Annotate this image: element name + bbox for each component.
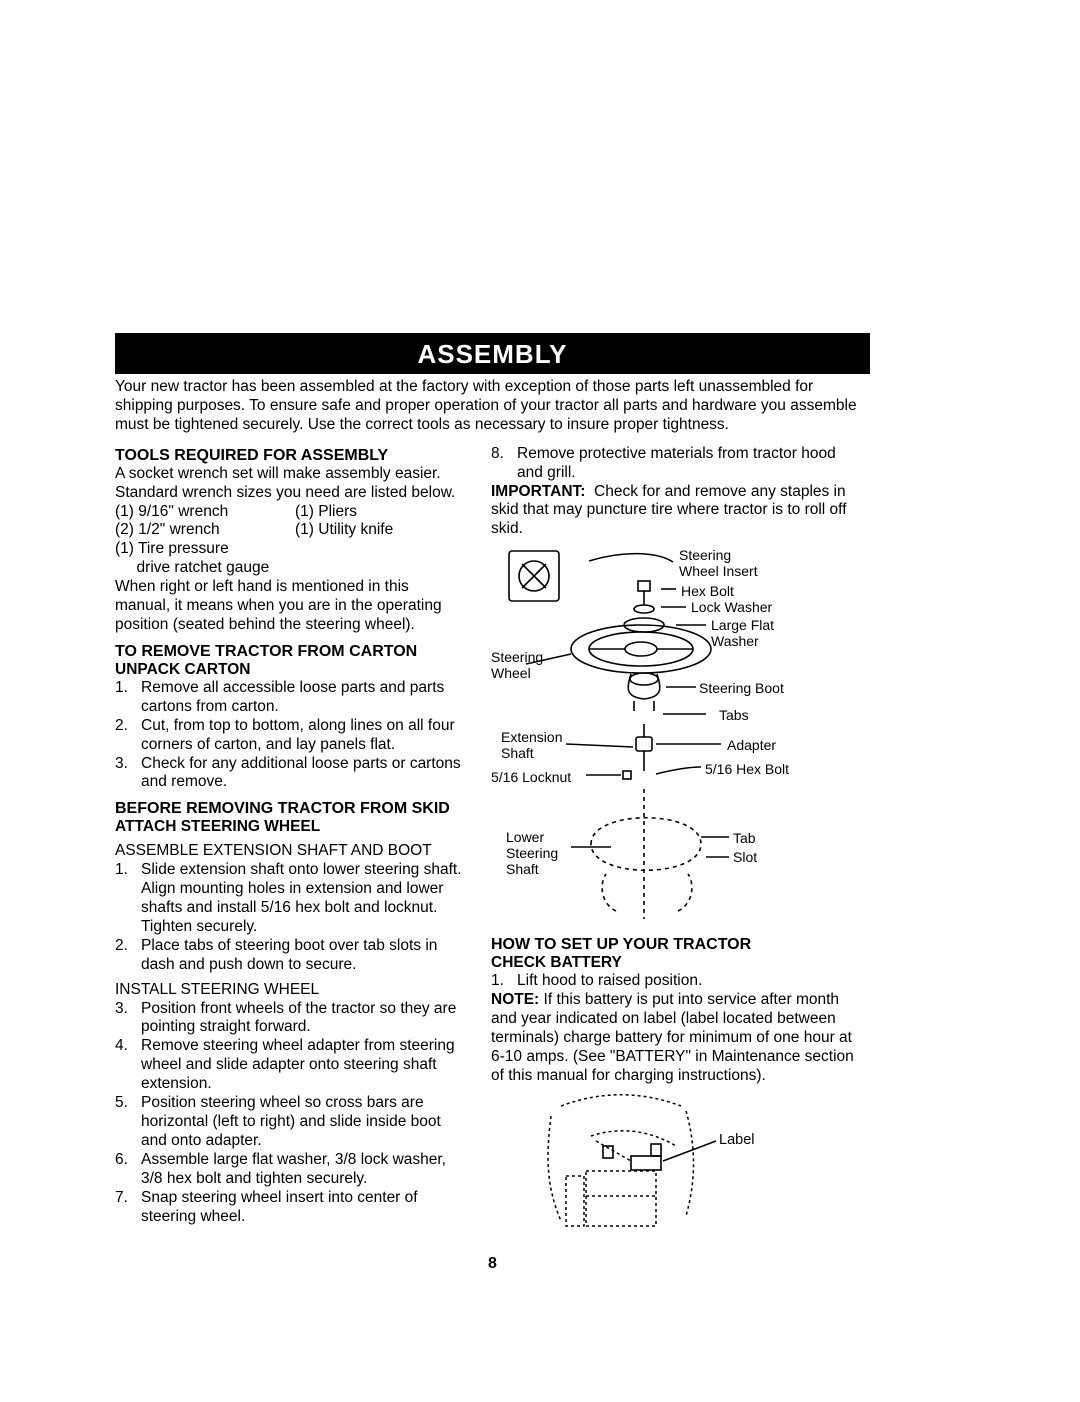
label-insert: Steering Wheel Insert	[679, 547, 758, 579]
ext-1: Slide extension shaft onto lower steerin…	[141, 861, 462, 935]
list-item: 2.Cut, from top to bottom, along lines o…	[115, 717, 467, 755]
list-item: 3.Check for any additional loose parts o…	[115, 755, 467, 793]
battery-diagram: Label	[491, 1086, 861, 1251]
page-number: 8	[115, 1255, 870, 1273]
inst-7: Snap steering wheel insert into center o…	[141, 1189, 418, 1225]
remove-heading: TO REMOVE TRACTOR FROM CARTON	[115, 643, 467, 661]
inst-3: Position front wheels of the tractor so …	[141, 1000, 456, 1036]
tools-intro: A socket wrench set will make assembly e…	[115, 465, 467, 503]
before-heading: BEFORE REMOVING TRACTOR FROM SKID	[115, 800, 467, 818]
note-bold: NOTE:	[491, 991, 539, 1008]
assemble-ext-heading: ASSEMBLE EXTENSION SHAFT AND BOOT	[115, 842, 467, 861]
list-item: 2.Place tabs of steering boot over tab s…	[115, 937, 467, 975]
list-item: 1.Lift hood to raised position.	[491, 972, 861, 991]
unpack-1: Remove all accessible loose parts and pa…	[141, 679, 444, 715]
list-item: 3.Position front wheels of the tractor s…	[115, 1000, 467, 1038]
inst-5: Position steering wheel so cross bars ar…	[141, 1094, 441, 1149]
unpack-list: 1.Remove all accessible loose parts and …	[115, 679, 467, 792]
list-item: 1.Slide extension shaft onto lower steer…	[115, 861, 467, 937]
label-lock: Lock Washer	[691, 599, 772, 615]
assembly-banner: ASSEMBLY	[115, 333, 870, 374]
label-tabs: Tabs	[719, 707, 749, 723]
tool-r1: (1) Pliers	[295, 503, 467, 522]
label-locknut: 5/16 Locknut	[491, 769, 571, 785]
label-516hex: 5/16 Hex Bolt	[705, 761, 789, 777]
install-list: 3.Position front wheels of the tractor s…	[115, 1000, 467, 1227]
howto-heading: HOW TO SET UP YOUR TRACTOR	[491, 936, 861, 954]
note-text: If this battery is put into service afte…	[491, 991, 854, 1084]
manual-page: ASSEMBLY Your new tractor has been assem…	[115, 333, 870, 1273]
right-continue-list: 8.Remove protective materials from tract…	[491, 445, 861, 483]
list-item: 8.Remove protective materials from tract…	[491, 445, 861, 483]
ext-2: Place tabs of steering boot over tab slo…	[141, 937, 437, 973]
label-flat: Large Flat Washer	[711, 617, 774, 649]
label-ext: Extension Shaft	[501, 729, 562, 761]
list-item: 5.Position steering wheel so cross bars …	[115, 1094, 467, 1151]
hand-note: When right or left hand is mentioned in …	[115, 578, 467, 635]
unpack-2: Cut, from top to bottom, along lines on …	[141, 717, 455, 753]
list-item: 7.Snap steering wheel insert into center…	[115, 1189, 467, 1227]
check-1: Lift hood to raised position.	[517, 972, 702, 989]
attach-heading: ATTACH STEERING WHEEL	[115, 818, 467, 836]
list-item: 4.Remove steering wheel adapter from ste…	[115, 1037, 467, 1094]
left-column: TOOLS REQUIRED FOR ASSEMBLY A socket wre…	[115, 445, 467, 1251]
unpack-heading: UNPACK CARTON	[115, 661, 467, 679]
label-lower: Lower Steering Shaft	[506, 829, 558, 877]
important-bold: IMPORTANT:	[491, 483, 585, 500]
tool-l4: drive ratchet gauge	[115, 559, 467, 578]
install-heading: INSTALL STEERING WHEEL	[115, 981, 467, 1000]
label-label: Label	[719, 1132, 754, 1148]
label-tab: Tab	[733, 830, 756, 846]
tool-row-2: (2) 1/2" wrench (1) Utility knife	[115, 521, 467, 540]
unpack-3: Check for any additional loose parts or …	[141, 755, 461, 791]
steering-diagram: Steering Wheel Insert Hex Bolt Lock Wash…	[491, 539, 861, 934]
ext-list: 1.Slide extension shaft onto lower steer…	[115, 861, 467, 974]
note-line: NOTE: If this battery is put into servic…	[491, 991, 861, 1086]
tool-l2: (2) 1/2" wrench	[115, 521, 295, 540]
two-column-layout: TOOLS REQUIRED FOR ASSEMBLY A socket wre…	[115, 445, 870, 1251]
inst-8: Remove protective materials from tractor…	[517, 445, 836, 481]
tools-heading: TOOLS REQUIRED FOR ASSEMBLY	[115, 447, 467, 465]
right-column: 8.Remove protective materials from tract…	[491, 445, 861, 1251]
list-item: 1.Remove all accessible loose parts and …	[115, 679, 467, 717]
inst-6: Assemble large flat washer, 3/8 lock was…	[141, 1151, 446, 1187]
inst-4: Remove steering wheel adapter from steer…	[141, 1037, 455, 1092]
label-boot: Steering Boot	[699, 680, 784, 696]
tool-l1: (1) 9/16" wrench	[115, 503, 295, 522]
label-wheel: Steering Wheel	[491, 649, 543, 681]
important-line: IMPORTANT: Check for and remove any stap…	[491, 483, 861, 540]
label-hex: Hex Bolt	[681, 583, 734, 599]
check-heading: CHECK BATTERY	[491, 954, 861, 972]
intro-text: Your new tractor has been assembled at t…	[115, 378, 870, 435]
label-adapter: Adapter	[727, 737, 776, 753]
tool-row-1: (1) 9/16" wrench (1) Pliers	[115, 503, 467, 522]
check-list: 1.Lift hood to raised position.	[491, 972, 861, 991]
tool-l3: (1) Tire pressure	[115, 540, 467, 559]
label-slot: Slot	[733, 849, 757, 865]
list-item: 6.Assemble large flat washer, 3/8 lock w…	[115, 1151, 467, 1189]
tool-r2: (1) Utility knife	[295, 521, 467, 540]
